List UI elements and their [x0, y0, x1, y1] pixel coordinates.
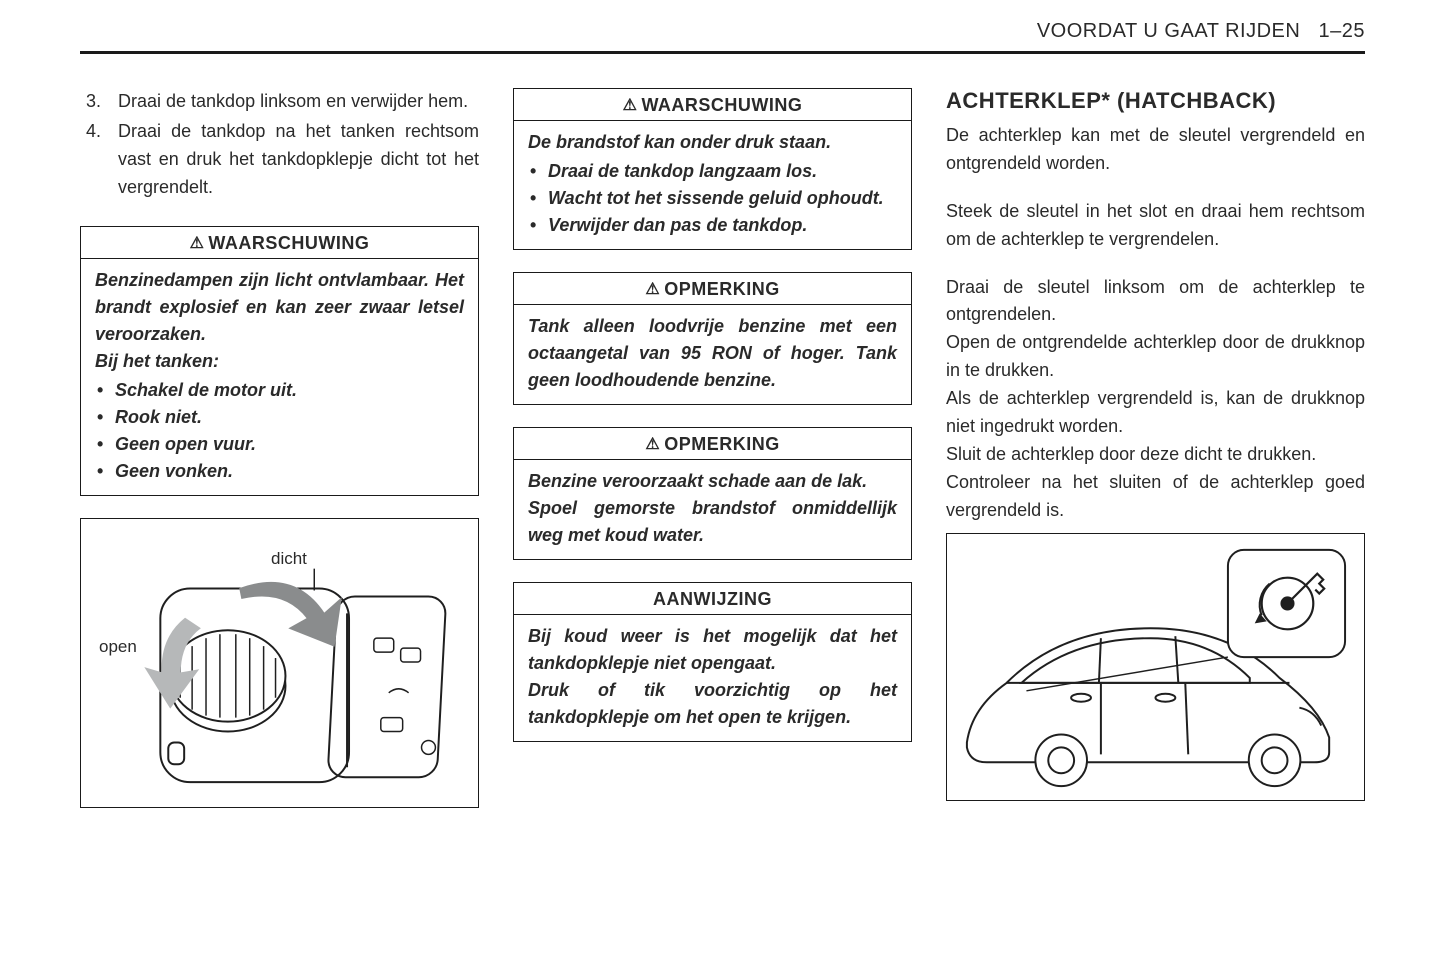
step-text: Draai de tankdop na het tanken rechtsom … — [118, 118, 479, 202]
box-title: AANWIJZING — [514, 583, 911, 615]
bullet: Schakel de motor uit. — [95, 377, 464, 404]
box-title: ⚠WAARSCHUWING — [81, 227, 478, 259]
step-number: 3. — [86, 88, 106, 116]
bullet: Wacht tot het sissende geluid ophoudt. — [528, 185, 897, 212]
content-columns: 3. Draai de tankdop linksom en verwijder… — [80, 88, 1365, 808]
paragraph: De achterklep kan met de sleutel vergren… — [946, 122, 1365, 178]
column-2: ⚠WAARSCHUWING De brandstof kan onder dru… — [513, 88, 912, 808]
note-box-1: ⚠OPMERKING Tank alleen loodvrije benzine… — [513, 272, 912, 405]
warning-icon: ⚠ — [645, 434, 660, 454]
bullet: Rook niet. — [95, 404, 464, 431]
box-title: ⚠WAARSCHUWING — [514, 89, 911, 121]
label-open: open — [99, 637, 137, 657]
hint-box: AANWIJZING Bij koud weer is het mogelijk… — [513, 582, 912, 742]
paragraph: Open de ontgrendelde achterklep door de … — [946, 329, 1365, 385]
step-text: Draai de tankdop linksom en verwijder he… — [118, 88, 468, 116]
warning-sub: Bij het tanken: — [95, 348, 464, 375]
bullet: Geen open vuur. — [95, 431, 464, 458]
box-body: Bij koud weer is het mogelijk dat het ta… — [514, 615, 911, 741]
hatchback-illustration — [947, 534, 1364, 800]
box-body: Benzine veroorzaakt schade aan de lak. S… — [514, 460, 911, 559]
warning-lead: De brandstof kan onder druk staan. — [528, 129, 897, 156]
box-body: De brandstof kan onder druk staan. Draai… — [514, 121, 911, 249]
box-title-text: WAARSCHUWING — [208, 233, 369, 253]
box-body: Tank alleen loodvrije benzine met een oc… — [514, 305, 911, 404]
box-title-text: OPMERKING — [664, 279, 780, 299]
section-heading: ACHTERKLEP* (HATCHBACK) — [946, 88, 1365, 114]
header-section: VOORDAT U GAAT RIJDEN — [1037, 20, 1301, 42]
box-body: Benzinedampen zijn licht ontvlambaar. He… — [81, 259, 478, 495]
warning-icon: ⚠ — [190, 233, 205, 253]
box-title-text: WAARSCHUWING — [641, 95, 802, 115]
bullet: Geen vonken. — [95, 458, 464, 485]
paragraph: Sluit de achterklep door deze dicht te d… — [946, 441, 1365, 469]
box-title-text: OPMERKING — [664, 434, 780, 454]
box-title: ⚠OPMERKING — [514, 428, 911, 460]
box-title-text: AANWIJZING — [653, 589, 772, 609]
note-box-2: ⚠OPMERKING Benzine veroorzaakt schade aa… — [513, 427, 912, 560]
warning-box-2: ⚠WAARSCHUWING De brandstof kan onder dru… — [513, 88, 912, 250]
box-title: ⚠OPMERKING — [514, 273, 911, 305]
paragraph: Als de achterklep vergrendeld is, kan de… — [946, 385, 1365, 441]
figure-fuel-cap: open dicht — [80, 518, 479, 808]
paragraph: Draai de sleutel linksom om de achterkle… — [946, 274, 1365, 330]
column-3: ACHTERKLEP* (HATCHBACK) De achterklep ka… — [946, 88, 1365, 808]
paragraph: Steek de sleutel in het slot en draai he… — [946, 198, 1365, 254]
numbered-steps: 3. Draai de tankdop linksom en verwijder… — [80, 88, 479, 202]
bullet: Verwijder dan pas de tankdop. — [528, 212, 897, 239]
header-page: 1–25 — [1319, 20, 1366, 42]
warning-icon: ⚠ — [623, 95, 638, 115]
warning-box-1: ⚠WAARSCHUWING Benzinedampen zijn licht o… — [80, 226, 479, 496]
warning-lead: Benzinedampen zijn licht ontvlambaar. He… — [95, 267, 464, 348]
step-3: 3. Draai de tankdop linksom en verwijder… — [86, 88, 479, 116]
step-4: 4. Draai de tankdop na het tanken rechts… — [86, 118, 479, 202]
warning-bullets: Draai de tankdop langzaam los. Wacht tot… — [528, 158, 897, 239]
paragraph: Controleer na het sluiten of de achterkl… — [946, 469, 1365, 525]
step-number: 4. — [86, 118, 106, 202]
warning-bullets: Schakel de motor uit. Rook niet. Geen op… — [95, 377, 464, 485]
column-1: 3. Draai de tankdop linksom en verwijder… — [80, 88, 479, 808]
warning-icon: ⚠ — [645, 279, 660, 299]
label-dicht: dicht — [271, 549, 307, 569]
page-header: VOORDAT U GAAT RIJDEN 1–25 — [80, 20, 1365, 54]
figure-hatchback — [946, 533, 1365, 801]
bullet: Draai de tankdop langzaam los. — [528, 158, 897, 185]
